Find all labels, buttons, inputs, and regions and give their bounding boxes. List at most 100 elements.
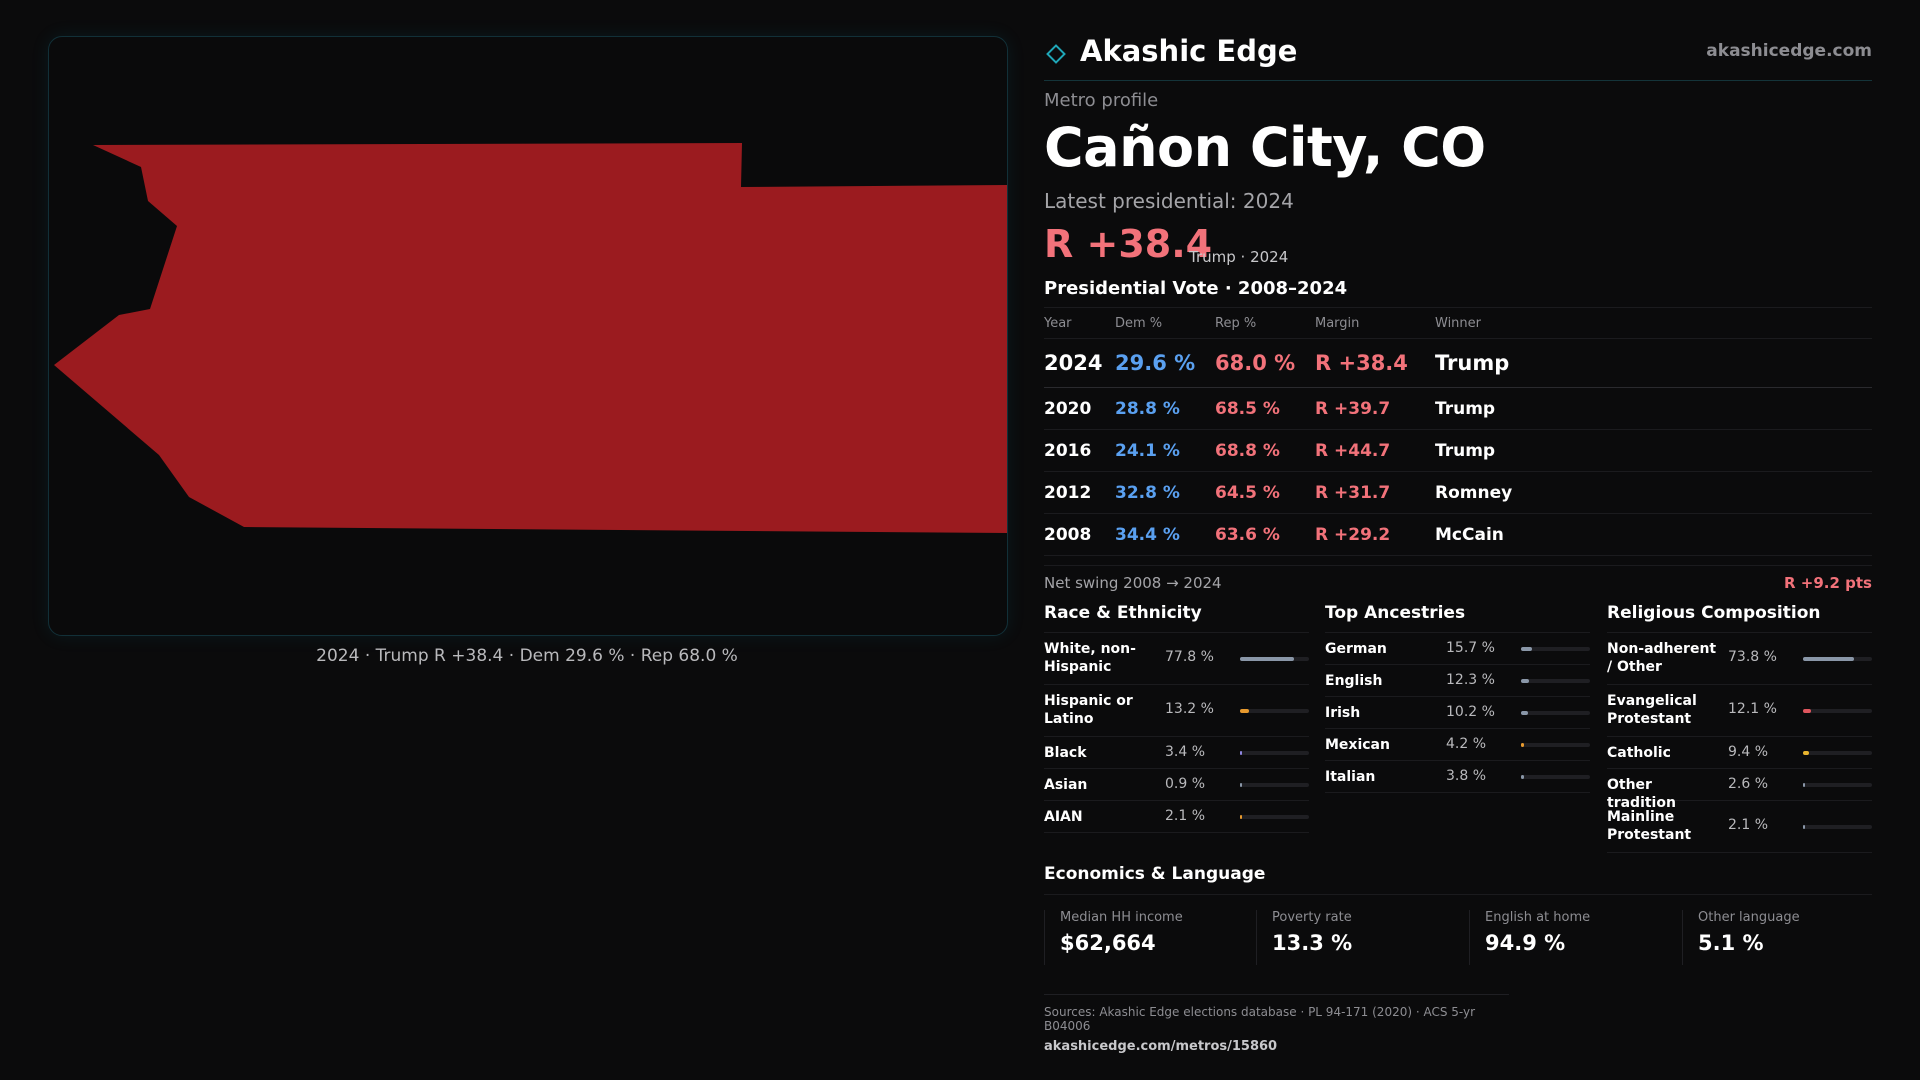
rep-cell: 68.0 % xyxy=(1215,338,1315,388)
bar-track xyxy=(1240,657,1309,661)
stat-label: Poverty rate xyxy=(1272,910,1352,925)
col-winner: Winner xyxy=(1435,307,1872,339)
map-panel[interactable] xyxy=(48,36,1008,636)
stat-value: 94.9 % xyxy=(1485,931,1566,955)
winner-cell: Trump xyxy=(1435,429,1872,472)
dem-cell: 24.1 % xyxy=(1115,429,1215,472)
list-item: White, non-Hispanic 77.8 % xyxy=(1044,633,1309,685)
map-caption: 2024 · Trump R +38.4 · Dem 29.6 % · Rep … xyxy=(316,646,738,666)
winner-cell: McCain xyxy=(1435,513,1872,556)
year-cell: 2020 xyxy=(1044,387,1115,430)
item-pct: 4.2 % xyxy=(1446,736,1487,752)
brand-name: Akashic Edge xyxy=(1080,34,1298,68)
item-label: Non-adherent / Other xyxy=(1607,641,1717,675)
table-row: 2016 24.1 % 68.8 % R +44.7 Trump xyxy=(1044,429,1872,472)
bar-track xyxy=(1803,783,1872,787)
bar-track xyxy=(1521,775,1590,779)
item-pct: 0.9 % xyxy=(1165,776,1206,792)
sources-footer: Sources: Akashic Edge elections database… xyxy=(1044,994,1509,1054)
stat-other-language: Other language 5.1 % xyxy=(1682,910,1872,965)
county-shape[interactable] xyxy=(54,143,1007,533)
rep-cell: 68.8 % xyxy=(1215,429,1315,472)
stat-value: 13.3 % xyxy=(1272,931,1353,955)
list-item: German 15.7 % xyxy=(1325,633,1590,665)
net-swing-label: Net swing 2008 → 2024 xyxy=(1044,574,1222,592)
bar-fill xyxy=(1240,815,1242,819)
bar-track xyxy=(1803,709,1872,713)
bar-track xyxy=(1521,743,1590,747)
bar-track xyxy=(1240,709,1309,713)
list-item: Irish 10.2 % xyxy=(1325,697,1590,729)
year-cell: 2008 xyxy=(1044,513,1115,556)
rep-cell: 64.5 % xyxy=(1215,471,1315,514)
item-label: Hispanic or Latino xyxy=(1044,693,1133,727)
rep-cell: 68.5 % xyxy=(1215,387,1315,430)
item-label: Mainline Protestant xyxy=(1607,809,1692,843)
bar-track xyxy=(1240,783,1309,787)
religion-title: Religious Composition xyxy=(1607,600,1872,633)
sources-link[interactable]: akashicedge.com/metros/15860 xyxy=(1044,1039,1278,1054)
table-row: 2024 29.6 % 68.0 % R +38.4 Trump xyxy=(1044,338,1872,388)
margin-cell: R +38.4 xyxy=(1315,338,1435,388)
item-label: Black xyxy=(1044,745,1087,761)
item-pct: 77.8 % xyxy=(1165,649,1214,665)
bar-fill xyxy=(1803,709,1811,713)
vote-table: Year Dem % Rep % Margin Winner 2024 29.6… xyxy=(1044,307,1872,556)
vote-table-title: Presidential Vote · 2008–2024 xyxy=(1044,278,1348,299)
item-label: AIAN xyxy=(1044,809,1083,825)
item-pct: 15.7 % xyxy=(1446,640,1495,656)
bar-fill xyxy=(1240,709,1249,713)
item-pct: 9.4 % xyxy=(1728,744,1769,760)
item-label: Mexican xyxy=(1325,737,1390,753)
margin-cell: R +31.7 xyxy=(1315,471,1435,514)
bar-fill xyxy=(1521,711,1528,715)
winner-cell: Romney xyxy=(1435,471,1872,514)
item-pct: 2.1 % xyxy=(1165,808,1206,824)
item-pct: 2.6 % xyxy=(1728,776,1769,792)
page-kicker: Metro profile xyxy=(1044,90,1159,111)
brand-url[interactable]: akashicedge.com xyxy=(1706,41,1872,61)
bar-track xyxy=(1803,825,1872,829)
list-item: AIAN 2.1 % xyxy=(1044,801,1309,833)
stat-poverty-rate: Poverty rate 13.3 % xyxy=(1256,910,1469,965)
bar-track xyxy=(1803,657,1872,661)
item-pct: 3.4 % xyxy=(1165,744,1206,760)
item-label: Other tradition xyxy=(1607,777,1676,811)
bar-fill xyxy=(1521,775,1524,779)
list-item: Asian 0.9 % xyxy=(1044,769,1309,801)
stat-label: Other language xyxy=(1698,910,1800,925)
economics-title: Economics & Language xyxy=(1044,864,1872,895)
dem-cell: 29.6 % xyxy=(1115,338,1215,388)
table-row: 2012 32.8 % 64.5 % R +31.7 Romney xyxy=(1044,471,1872,514)
race-ethnicity-section: Race & Ethnicity White, non-Hispanic 77.… xyxy=(1044,600,1309,833)
net-swing: Net swing 2008 → 2024 R +9.2 pts xyxy=(1044,565,1872,594)
item-pct: 73.8 % xyxy=(1728,649,1777,665)
year-cell: 2016 xyxy=(1044,429,1115,472)
dem-cell: 34.4 % xyxy=(1115,513,1215,556)
vote-table-header: Year Dem % Rep % Margin Winner xyxy=(1044,307,1872,339)
latest-election-label: Latest presidential: 2024 xyxy=(1044,189,1294,213)
ancestry-section: Top Ancestries German 15.7 % English 12.… xyxy=(1325,600,1590,793)
table-row: 2020 28.8 % 68.5 % R +39.7 Trump xyxy=(1044,387,1872,430)
bar-track xyxy=(1521,711,1590,715)
item-pct: 12.3 % xyxy=(1446,672,1495,688)
ancestry-title: Top Ancestries xyxy=(1325,600,1590,633)
list-item: Italian 3.8 % xyxy=(1325,761,1590,793)
item-label: White, non-Hispanic xyxy=(1044,641,1136,675)
item-pct: 3.8 % xyxy=(1446,768,1487,784)
bar-track xyxy=(1803,751,1872,755)
margin-cell: R +29.2 xyxy=(1315,513,1435,556)
stat-value: 5.1 % xyxy=(1698,931,1764,955)
item-label: Catholic xyxy=(1607,745,1671,761)
diamond-logo-icon xyxy=(1046,44,1066,64)
col-dem: Dem % xyxy=(1115,307,1215,339)
table-row: 2008 34.4 % 63.6 % R +29.2 McCain xyxy=(1044,513,1872,556)
bar-fill xyxy=(1803,751,1809,755)
col-rep: Rep % xyxy=(1215,307,1315,339)
county-map[interactable] xyxy=(49,37,1007,635)
bar-fill xyxy=(1803,657,1854,661)
bar-fill xyxy=(1521,647,1532,651)
item-label: Italian xyxy=(1325,769,1376,785)
bar-fill xyxy=(1521,743,1524,747)
list-item: Evangelical Protestant 12.1 % xyxy=(1607,685,1872,737)
